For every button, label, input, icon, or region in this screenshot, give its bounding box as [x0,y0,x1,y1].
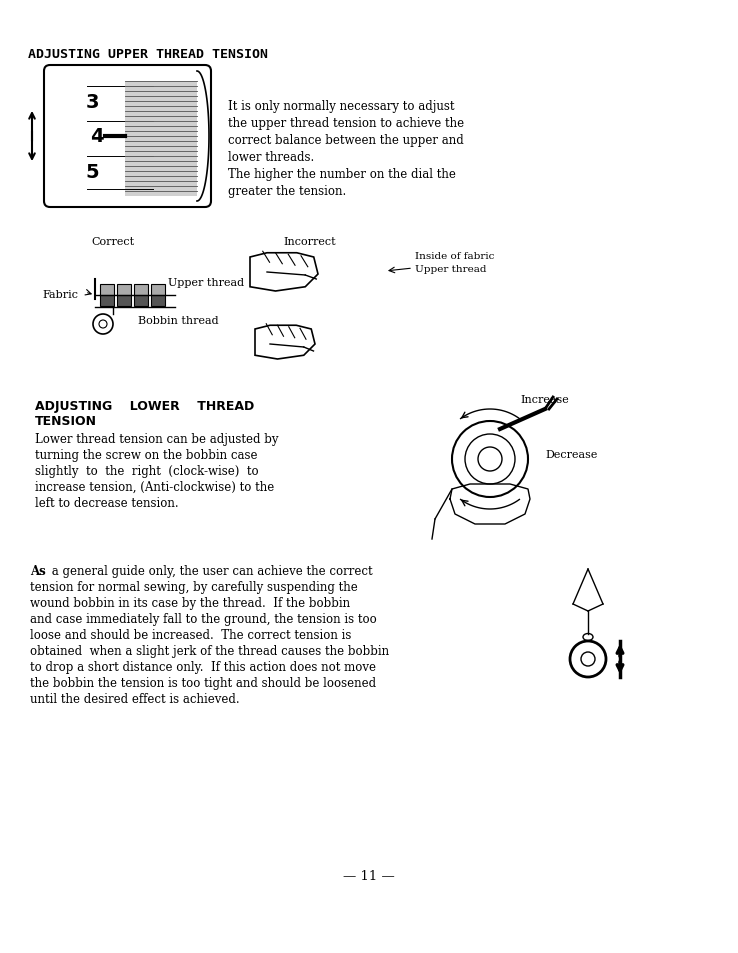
Text: Upper thread: Upper thread [168,277,244,288]
Text: left to decrease tension.: left to decrease tension. [35,497,179,510]
Text: 5: 5 [85,162,99,181]
Polygon shape [255,326,315,359]
Text: slightly  to  the  right  (clock-wise)  to: slightly to the right (clock-wise) to [35,464,258,477]
Text: The higher the number on the dial the: The higher the number on the dial the [228,168,456,181]
Text: ADJUSTING    LOWER    THREAD: ADJUSTING LOWER THREAD [35,399,255,413]
Text: the bobbin the tension is too tight and should be loosened: the bobbin the tension is too tight and … [30,677,376,689]
Text: wound bobbin in its case by the thread.  If the bobbin: wound bobbin in its case by the thread. … [30,597,350,609]
Text: Increase: Increase [520,395,569,405]
Text: Lower thread tension can be adjusted by: Lower thread tension can be adjusted by [35,433,278,446]
Text: 4: 4 [90,128,104,147]
Text: greater the tension.: greater the tension. [228,185,346,198]
Polygon shape [250,253,318,292]
Text: It is only normally necessary to adjust: It is only normally necessary to adjust [228,100,455,112]
Text: Upper thread: Upper thread [415,265,486,274]
Text: Incorrect: Incorrect [283,236,337,247]
Text: increase tension, (Anti-clockwise) to the: increase tension, (Anti-clockwise) to th… [35,480,275,494]
Text: and case immediately fall to the ground, the tension is too: and case immediately fall to the ground,… [30,613,377,625]
Bar [151,294,165,307]
Text: to drop a short distance only.  If this action does not move: to drop a short distance only. If this a… [30,660,376,673]
Text: loose and should be increased.  The correct tension is: loose and should be increased. The corre… [30,628,351,641]
Text: until the desired effect is achieved.: until the desired effect is achieved. [30,692,240,705]
FancyBboxPatch shape [44,66,211,208]
Text: ADJUSTING UPPER THREAD TENSION: ADJUSTING UPPER THREAD TENSION [28,48,268,61]
Text: 3: 3 [86,92,99,112]
Text: Inside of fabric: Inside of fabric [415,252,494,261]
Text: obtained  when a slight jerk of the thread causes the bobbin: obtained when a slight jerk of the threa… [30,644,389,658]
Text: a general guide only, the user can achieve the correct: a general guide only, the user can achie… [48,564,373,578]
Text: As: As [30,564,46,578]
Bar [100,285,114,295]
Text: Bobbin thread: Bobbin thread [138,315,218,326]
Bar [117,294,131,307]
Bar [134,285,148,295]
Text: tension for normal sewing, by carefully suspending the: tension for normal sewing, by carefully … [30,580,358,594]
Bar [134,294,148,307]
Text: TENSION: TENSION [35,415,97,428]
Bar [151,285,165,295]
Text: the upper thread tension to achieve the: the upper thread tension to achieve the [228,117,464,130]
Text: — 11 —: — 11 — [343,869,395,882]
Text: Decrease: Decrease [545,450,597,459]
Bar [117,285,131,295]
Text: correct balance between the upper and: correct balance between the upper and [228,133,463,147]
Bar [125,82,197,196]
Text: Correct: Correct [92,236,134,247]
Text: turning the screw on the bobbin case: turning the screw on the bobbin case [35,449,258,461]
Text: Fabric: Fabric [42,290,78,299]
Bar [100,294,114,307]
Text: lower threads.: lower threads. [228,151,314,164]
